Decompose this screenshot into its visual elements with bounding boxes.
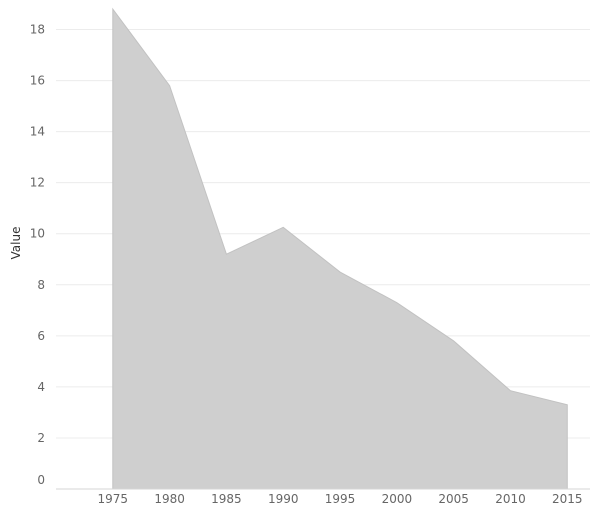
x-tick-label-2005: 2005 bbox=[438, 492, 469, 506]
x-tick-labels: 1975 1980 1985 1990 1995 2000 2005 2010 2015 bbox=[98, 492, 583, 506]
y-tick-label-2: 2 bbox=[37, 431, 45, 445]
y-tick-label-4: 4 bbox=[37, 380, 45, 394]
y-tick-label-14: 14 bbox=[30, 125, 45, 139]
x-tick-label-1985: 1985 bbox=[211, 492, 242, 506]
x-tick-label-2015: 2015 bbox=[552, 492, 583, 506]
y-tick-label-0: 0 bbox=[37, 473, 45, 487]
y-axis-title: Value bbox=[9, 227, 23, 260]
y-axis: 0 2 4 6 8 10 12 14 16 18 bbox=[30, 23, 45, 487]
y-tick-label-8: 8 bbox=[37, 278, 45, 292]
area-fill bbox=[113, 9, 567, 489]
y-tick-label-18: 18 bbox=[30, 23, 45, 37]
area-series bbox=[113, 9, 567, 489]
x-tick-label-1980: 1980 bbox=[154, 492, 185, 506]
y-tick-label-12: 12 bbox=[30, 176, 45, 190]
y-tick-label-6: 6 bbox=[37, 329, 45, 343]
x-tick-label-1975: 1975 bbox=[98, 492, 129, 506]
x-tick-label-2010: 2010 bbox=[495, 492, 526, 506]
y-tick-label-16: 16 bbox=[30, 74, 45, 88]
x-tick-label-1995: 1995 bbox=[325, 492, 356, 506]
x-tick-label-1990: 1990 bbox=[268, 492, 299, 506]
x-tick-label-2000: 2000 bbox=[382, 492, 413, 506]
y-tick-label-10: 10 bbox=[30, 227, 45, 241]
